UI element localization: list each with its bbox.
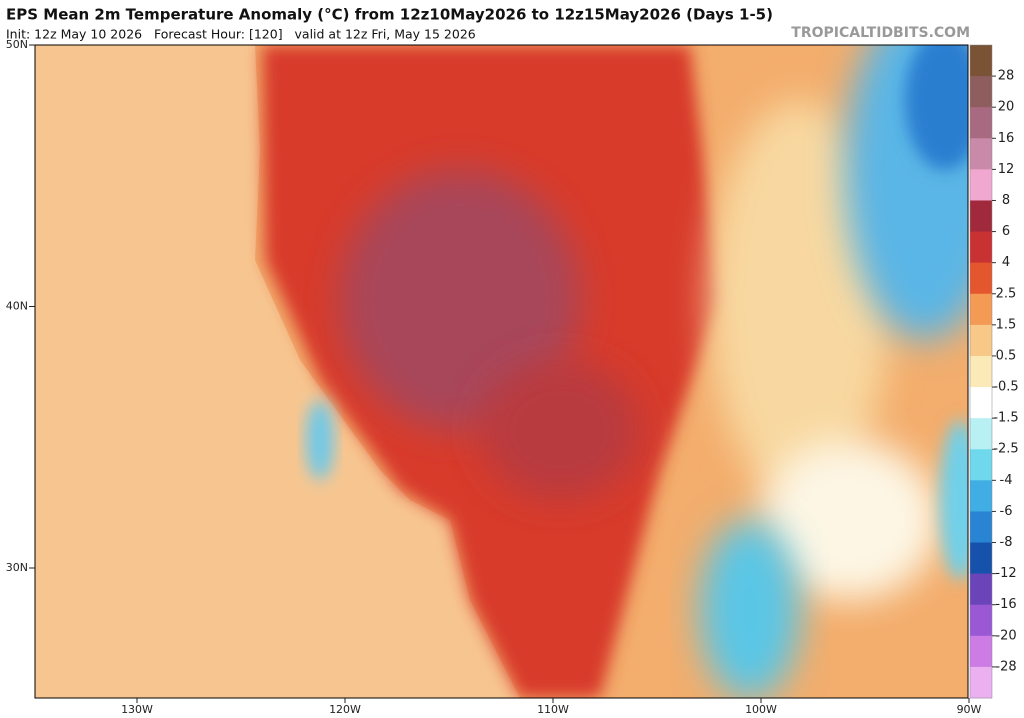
watermark: TROPICALTIDBITS.COM [791,25,970,41]
lat-label: 40N [6,300,28,313]
cool-texas [700,520,800,698]
hot-core [340,170,580,430]
colorbar-label: -6 [1000,504,1013,519]
hot-core-south [480,360,640,500]
colorbar-swatch [970,542,992,575]
plains-mild [710,100,890,500]
colorbar-swatch [970,480,992,512]
subtitle: Init: 12z May 10 2026 Forecast Hour: [12… [6,27,476,42]
colorbar: 28 20 16 12 8 6 4 2.5 1.5 0.5 -0.5 -1.5 -2.5 -4 -6 -8 -1… [969,44,1019,699]
colorbar-frame [969,44,993,699]
cold-core [905,45,968,170]
colorbar-swatch [970,324,992,357]
colorbar-label: -20 [995,628,1016,643]
colorbar-swatch [970,200,992,233]
colorbar-label: -2.5 [993,442,1018,457]
map-area [35,45,968,698]
lon-label: 100W [745,703,777,716]
colorbar-swatch [970,449,992,481]
cool-coast [306,400,334,480]
axis-labels: 50N 40N 30N 130W 120W 110W 100W 90W [6,38,982,716]
title: EPS Mean 2m Temperature Anomaly (°C) fro… [6,6,773,24]
colorbar-label: -1.5 [993,411,1018,426]
colorbar-swatch [970,511,992,544]
colorbar-swatch [970,293,992,326]
colorbar-label: 20 [998,100,1015,115]
colorbar-swatch [970,45,992,77]
colorbar-swatch [970,573,992,606]
colorbar-swatch [970,387,992,419]
colorbar-swatch [970,76,992,108]
lon-label: 130W [121,703,153,716]
colorbar-label: 8 [1002,193,1010,208]
colorbar-label: 4 [1002,255,1010,270]
cool-southeast [940,420,968,580]
colorbar-label: -0.5 [993,380,1018,395]
colorbar-label: -4 [1000,473,1013,488]
colorbar-label: 28 [998,69,1015,84]
lon-label: 110W [537,703,569,716]
colorbar-swatch [970,107,992,139]
map-frame [34,44,969,699]
colorbar-label: 16 [998,131,1015,146]
lon-label: 120W [329,703,361,716]
colorbar-label: 12 [998,162,1015,177]
colorbar-label: 1.5 [996,317,1017,332]
colorbar-label: -12 [995,566,1016,581]
colorbar-label: -8 [1000,535,1013,550]
colorbar-label: 0.5 [996,348,1017,363]
lon-label: 90W [957,703,982,716]
colorbar-swatch [970,604,992,637]
colorbar-swatch [970,169,992,201]
colorbar-swatch [970,262,992,295]
colorbar-swatch [970,418,992,450]
colorbar-label: -28 [995,659,1016,674]
colorbar-label: 6 [1002,224,1010,239]
colorbar-label: 2.5 [996,286,1017,301]
neutral-area [760,440,940,600]
colorbar-swatch [970,231,992,264]
colorbar-swatch [970,635,992,668]
colorbar-swatch [970,355,992,388]
colorbar-swatch [970,666,992,699]
lat-label: 50N [6,38,28,51]
colorbar-swatch [970,138,992,170]
lat-label: 30N [6,561,28,574]
colorbar-label: -16 [995,597,1016,612]
